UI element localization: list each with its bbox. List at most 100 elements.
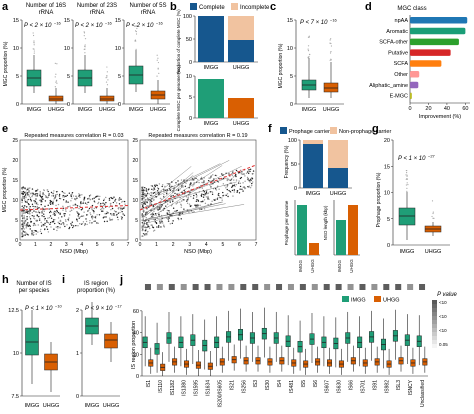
panel-e-left-point bbox=[117, 218, 119, 221]
panel-e-right-point bbox=[178, 189, 180, 191]
panel-e-right-point bbox=[158, 183, 161, 185]
panel-e-left-point bbox=[42, 209, 44, 211]
panel-e-left-point bbox=[100, 210, 103, 212]
panel-e-right-point bbox=[161, 219, 163, 221]
panel-d-bar-aliphatic_amine bbox=[410, 81, 419, 89]
panel-e-right-point bbox=[232, 176, 235, 178]
panel-e-left-point bbox=[43, 215, 45, 218]
legend-incomplete-label: Incomplete bbox=[240, 5, 270, 11]
panel-e-left-point bbox=[91, 222, 93, 225]
panel-e-right-point bbox=[186, 202, 189, 205]
panel-e-left-point bbox=[51, 221, 54, 223]
panel-e-left-point bbox=[117, 212, 120, 214]
panel-e-left-point bbox=[77, 212, 79, 214]
panel-e-right-point bbox=[249, 178, 252, 181]
panel-e-right-point bbox=[150, 184, 153, 187]
panel-j-legend-gradient-step bbox=[432, 336, 437, 340]
panel-e-right-point bbox=[168, 211, 171, 213]
panel-e-left-point bbox=[121, 210, 123, 213]
panel-e-right-point bbox=[200, 200, 202, 203]
panel-e-left-point bbox=[52, 201, 54, 204]
panel-e-left-point bbox=[120, 216, 123, 218]
panel-b-bottom-group-label: IMGG bbox=[204, 121, 219, 127]
panel-e-right-point bbox=[205, 193, 207, 195]
panel-e-right-point bbox=[228, 179, 230, 181]
panel-e-right-point bbox=[141, 214, 144, 216]
panel-e-right-point bbox=[233, 184, 235, 187]
panel-e-left-point bbox=[23, 216, 26, 218]
panel-e-left-point bbox=[29, 198, 32, 201]
panel-j-family-label: IS66 bbox=[349, 380, 355, 391]
panel-e-left-xtick-label: 2 bbox=[49, 242, 52, 248]
panel-e-left-point bbox=[69, 214, 71, 216]
panel-e-left-point bbox=[74, 203, 77, 205]
panel-e-left-point bbox=[111, 214, 113, 216]
panel-e-left-point bbox=[38, 215, 40, 218]
panel-c-imgg-outlier bbox=[308, 36, 310, 38]
panel-e-left-point bbox=[62, 199, 65, 201]
panel-e-right-point bbox=[225, 187, 227, 189]
panel-e-left-point bbox=[50, 226, 52, 228]
panel-j-family-label: IS1634 bbox=[206, 380, 212, 396]
panel-j-family-label: Unclassified bbox=[420, 380, 426, 407]
panel-e-right-point bbox=[159, 220, 161, 222]
panel-a-sub1-ytick-label: 5 bbox=[16, 74, 19, 80]
panel-e-right-point bbox=[250, 184, 253, 187]
panel-e-right-point bbox=[170, 205, 173, 207]
panel-f-plots: 0 50 100 IMGG UHGG IMGG UHGG IMGG UHGG bbox=[288, 138, 360, 273]
panel-e-left-point bbox=[102, 202, 104, 204]
panel-a-sub3-uhgg-outlier bbox=[156, 59, 158, 61]
panel-g-imgg-outlier bbox=[406, 172, 408, 174]
panel-e-left-point bbox=[106, 211, 108, 213]
legend-prophage-label: Prophage carrier bbox=[289, 129, 330, 135]
panel-e-left-point bbox=[49, 210, 52, 213]
panel-c-uhgg-outlier bbox=[330, 58, 332, 60]
panel-e-right-point bbox=[161, 220, 163, 223]
panel-e-right-point bbox=[244, 175, 246, 177]
panel-j-pvalue-square bbox=[216, 284, 223, 290]
panel-e-right-point bbox=[181, 191, 183, 194]
panel-e-left-point bbox=[99, 204, 102, 206]
panel-j-family-label: IS5 bbox=[301, 380, 307, 388]
panel-e-left-point bbox=[34, 195, 37, 197]
panel-e-left-point bbox=[97, 195, 99, 197]
panel-f-right-group-label: UHGG bbox=[349, 259, 354, 273]
panel-e-left-point bbox=[61, 216, 63, 218]
panel-e-left-point bbox=[89, 198, 92, 201]
panel-e-left-point bbox=[89, 219, 91, 222]
panel-e-left-point bbox=[44, 195, 47, 197]
panel-e-left-point bbox=[99, 208, 102, 211]
panel-e-right-point bbox=[144, 229, 147, 232]
panel-e-left-point bbox=[46, 220, 48, 222]
panel-a-sub3-imgg-outlier bbox=[135, 30, 137, 33]
panel-e-right-point bbox=[159, 222, 161, 224]
panel-c-imgg-outlier bbox=[308, 53, 311, 56]
panel-b-top-ytick-label: 0 bbox=[189, 60, 192, 66]
panel-e-right-point bbox=[141, 191, 143, 193]
panel-b-bottom-group-label: UHGG bbox=[233, 121, 250, 127]
panel-j-legend-tick-label: <10 bbox=[439, 300, 447, 305]
panel-g-imgg-outlier bbox=[406, 178, 408, 180]
panel-e-right-point bbox=[240, 173, 243, 175]
panel-j-legend-imgg-swatch bbox=[342, 296, 349, 302]
panel-e-left-point bbox=[25, 196, 27, 199]
panel-e-left-point bbox=[56, 229, 58, 232]
panel-j-legend-uhgg-swatch bbox=[374, 296, 381, 302]
panel-b-plots: 0 50 100 IMGG UHGG 0 5 10 IMGG UHGG bbox=[183, 14, 258, 127]
panel-e-right-point bbox=[151, 188, 153, 191]
panel-e-left-point bbox=[28, 191, 30, 194]
panel-e-right-point bbox=[151, 213, 153, 215]
panel-e-left-point bbox=[48, 194, 50, 197]
panel-e-right-point bbox=[141, 195, 143, 198]
panel-c-ytick-label: 15 bbox=[287, 18, 293, 24]
panel-e-right-point bbox=[210, 186, 212, 188]
panel-e-right-point bbox=[174, 210, 177, 213]
panel-e-left-point bbox=[31, 233, 33, 236]
panel-e-left-point bbox=[95, 207, 97, 209]
panel-e-right-point bbox=[191, 179, 193, 181]
panel-e-left-point bbox=[56, 209, 58, 212]
panel-e-right-point bbox=[145, 188, 148, 190]
panel-e-left-point bbox=[68, 217, 70, 219]
panel-e-right-point bbox=[149, 227, 151, 230]
panel-a-sub3-group-label: UHGG bbox=[150, 107, 167, 113]
